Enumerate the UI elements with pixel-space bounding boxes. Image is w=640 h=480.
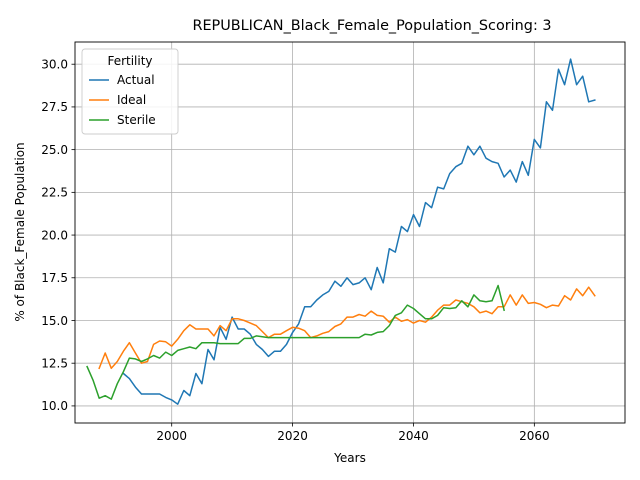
y-tick-label: 20.0: [41, 228, 68, 242]
y-tick-label: 15.0: [41, 314, 68, 328]
y-tick-label: 17.5: [41, 271, 68, 285]
legend-title: Fertility: [107, 54, 152, 68]
legend-label-actual: Actual: [117, 73, 155, 87]
y-tick-label: 30.0: [41, 58, 68, 72]
x-tick-label: 2000: [156, 429, 187, 443]
y-tick-label: 27.5: [41, 100, 68, 114]
y-tick-label: 25.0: [41, 143, 68, 157]
y-tick-label: 10.0: [41, 399, 68, 413]
legend-label-sterile: Sterile: [117, 113, 156, 127]
legend-box: [81, 48, 179, 135]
x-tick-label: 2040: [398, 429, 429, 443]
chart-title: REPUBLICAN_Black_Female_Population_Scori…: [192, 18, 551, 34]
x-tick-label: 2060: [519, 429, 550, 443]
x-tick-label: 2020: [277, 429, 308, 443]
y-tick-label: 12.5: [41, 357, 68, 371]
y-axis-label: % of Black_Female Population: [13, 142, 27, 321]
y-axis-ticks: 10.0 12.5 15.0 17.5 20.0 22.5 25.0 27.5 30.0: [41, 58, 75, 413]
series-line-actual: [122, 58, 596, 405]
series-line-sterile: [86, 284, 506, 400]
x-axis-ticks: 2000 2020 2040 2060: [156, 423, 550, 443]
series-lines: [86, 58, 596, 405]
legend-items: Actual Ideal Sterile: [89, 73, 156, 127]
series-line-ideal: [98, 286, 596, 370]
y-tick-label: 22.5: [41, 186, 68, 200]
plot-frame: [74, 41, 626, 424]
legend: Fertility Actual Ideal Sterile: [81, 48, 179, 135]
x-axis-label: Years: [333, 451, 366, 465]
legend-label-ideal: Ideal: [117, 93, 146, 107]
